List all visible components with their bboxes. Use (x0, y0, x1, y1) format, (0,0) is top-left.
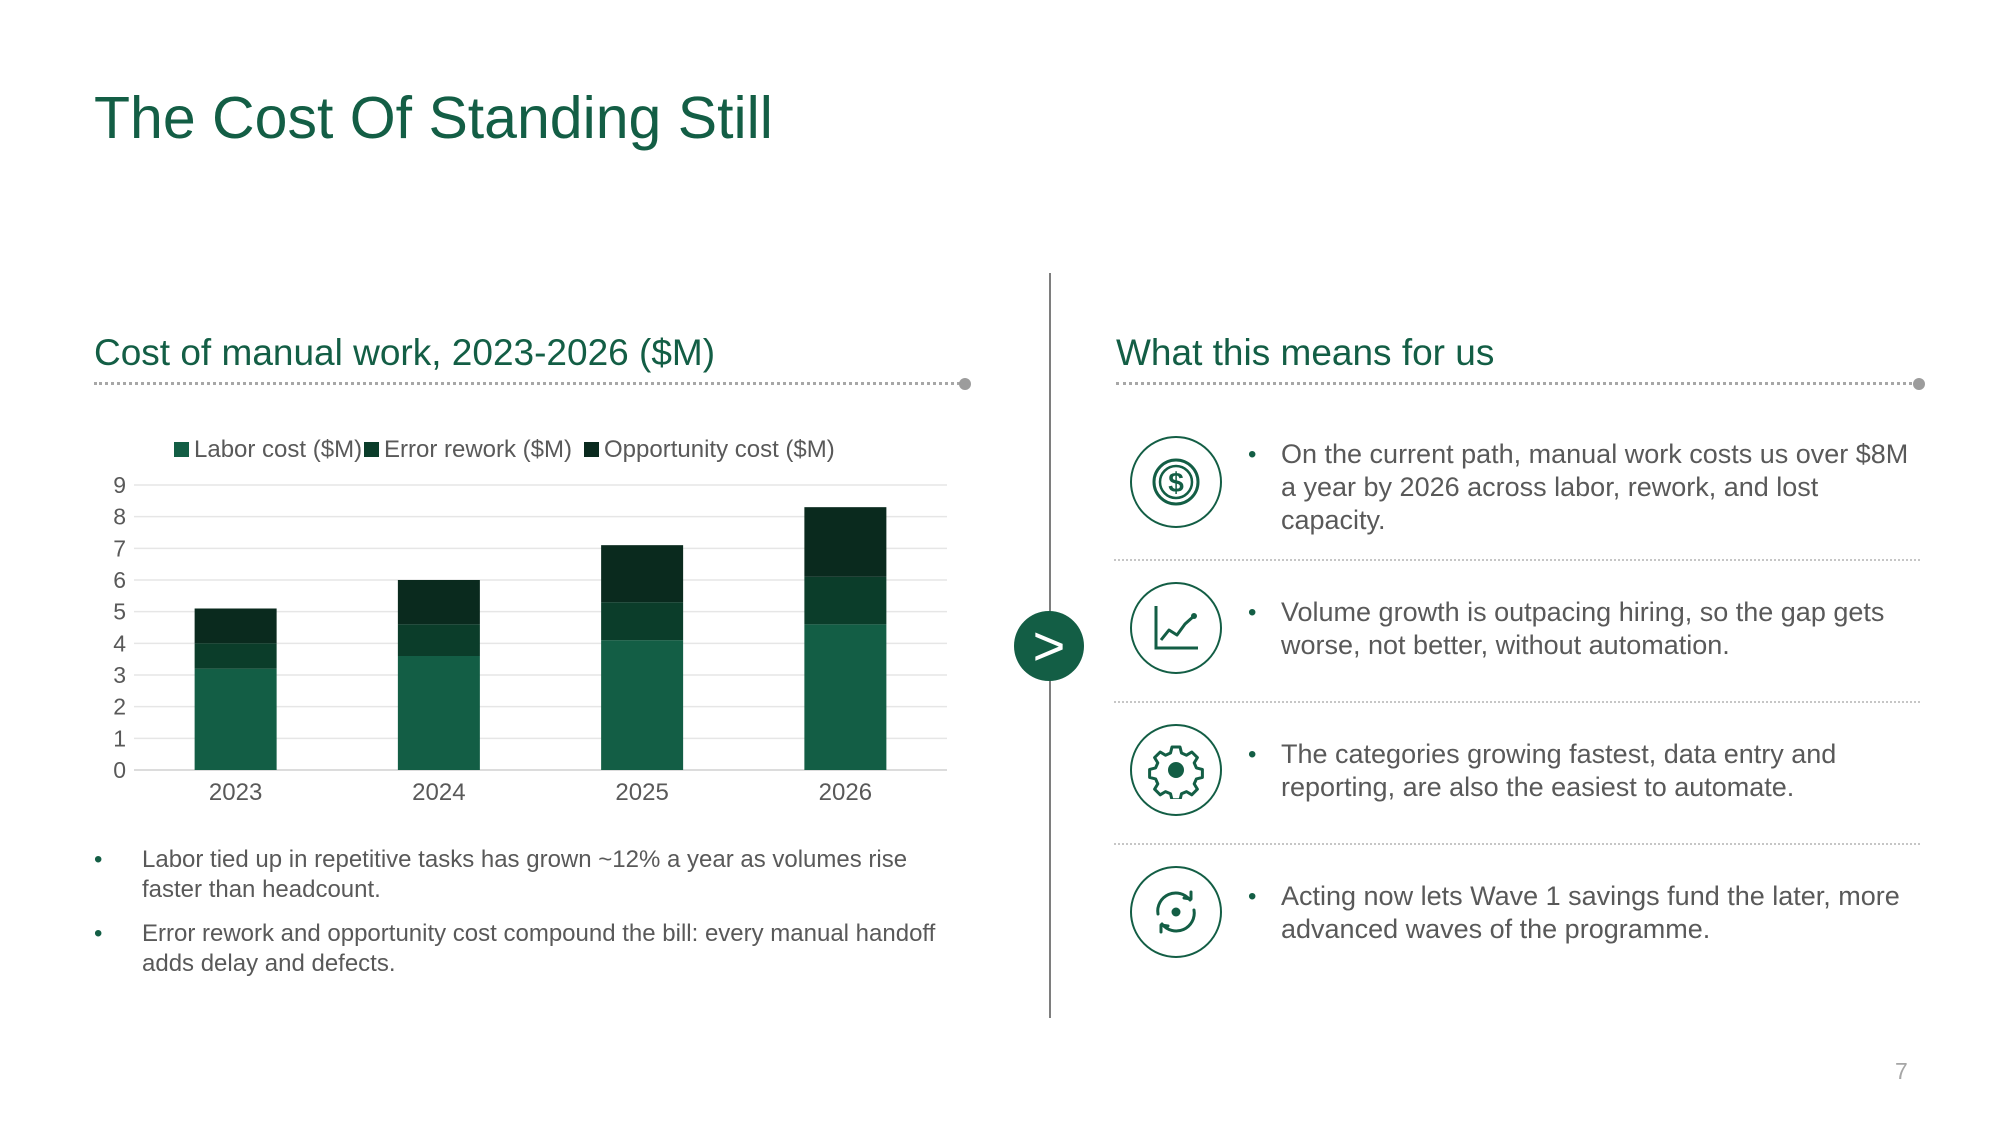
bar-segment (194, 643, 277, 669)
bar-segment (804, 624, 887, 770)
y-tick-label: 3 (113, 662, 126, 688)
gear-icon (1130, 724, 1222, 816)
y-tick-label: 4 (113, 630, 126, 656)
row-separator (1114, 559, 1920, 561)
legend-label: Error rework ($M) (384, 436, 572, 463)
chart-note: Error rework and opportunity cost compou… (94, 919, 964, 979)
y-tick-label: 9 (113, 472, 126, 498)
x-tick-label: 2025 (615, 779, 668, 806)
implications-section-title: What this means for us (1116, 332, 1495, 373)
chart-section-title: Cost of manual work, 2023-2026 ($M) (94, 332, 716, 373)
bar-segment (601, 602, 684, 641)
y-axis-ticks: 0 1 2 3 4 5 6 7 8 9 (113, 472, 126, 783)
bar-segment (194, 608, 277, 644)
implications-section-rule-dot (1913, 378, 1925, 390)
implication-text: Volume growth is outpacing hiring, so th… (1248, 596, 1921, 662)
trend-chart-icon (1130, 582, 1222, 674)
chart-note: Labor tied up in repetitive tasks has gr… (94, 845, 964, 905)
bar-segment (397, 656, 480, 770)
chart-section-rule (94, 382, 965, 385)
row-separator (1114, 843, 1920, 845)
implication-item: Volume growth is outpacing hiring, so th… (1114, 572, 1924, 703)
svg-text:$: $ (1168, 467, 1184, 498)
y-tick-label: 7 (113, 535, 126, 561)
refresh-icon (1130, 866, 1222, 958)
bar-segment (804, 576, 887, 625)
legend-label: Labor cost ($M) (194, 436, 362, 463)
y-tick-label: 5 (113, 599, 126, 625)
implication-text: Acting now lets Wave 1 savings fund the … (1248, 880, 1921, 946)
legend-swatch (584, 442, 599, 457)
y-tick-label: 2 (113, 694, 126, 720)
y-tick-label: 8 (113, 504, 126, 530)
bar-segment (397, 624, 480, 656)
y-tick-label: 6 (113, 567, 126, 593)
x-tick-label: 2024 (412, 779, 465, 806)
y-tick-label: 1 (113, 725, 126, 751)
implication-item: $ On the current path, manual work costs… (1114, 430, 1924, 561)
page-number: 7 (1895, 1058, 1908, 1084)
implication-text: On the current path, manual work costs u… (1248, 438, 1921, 537)
y-tick-label: 0 (113, 757, 126, 783)
chart-section-rule-dot (959, 378, 971, 390)
bar-segment (397, 580, 480, 625)
chevron-right-icon: > (1014, 611, 1084, 681)
bar-segment (601, 545, 684, 603)
implication-item: The categories growing fastest, data ent… (1114, 714, 1924, 845)
dollar-icon: $ (1130, 436, 1222, 528)
implications-section-rule (1116, 382, 1918, 385)
slide-title: The Cost Of Standing Still (94, 85, 773, 151)
row-separator (1114, 701, 1920, 703)
chart-notes: Labor tied up in repetitive tasks has gr… (94, 845, 964, 993)
chart-bars (194, 507, 887, 770)
stacked-bar-chart: Labor cost ($M) Error rework ($M) Opportun… (113, 436, 947, 806)
x-tick-label: 2026 (819, 779, 872, 806)
x-tick-label: 2023 (209, 779, 262, 806)
implication-text: The categories growing fastest, data ent… (1248, 738, 1921, 804)
bar-segment (601, 640, 684, 770)
implication-item: Acting now lets Wave 1 savings fund the … (1114, 856, 1924, 976)
legend-label: Opportunity cost ($M) (604, 436, 835, 463)
x-axis-ticks: 2023 2024 2025 2026 (209, 779, 872, 806)
legend-swatch (174, 442, 189, 457)
bar-segment (194, 668, 277, 770)
bar-segment (804, 507, 887, 577)
chart-legend: Labor cost ($M) Error rework ($M) Opportun… (174, 436, 835, 463)
legend-swatch (364, 442, 379, 457)
